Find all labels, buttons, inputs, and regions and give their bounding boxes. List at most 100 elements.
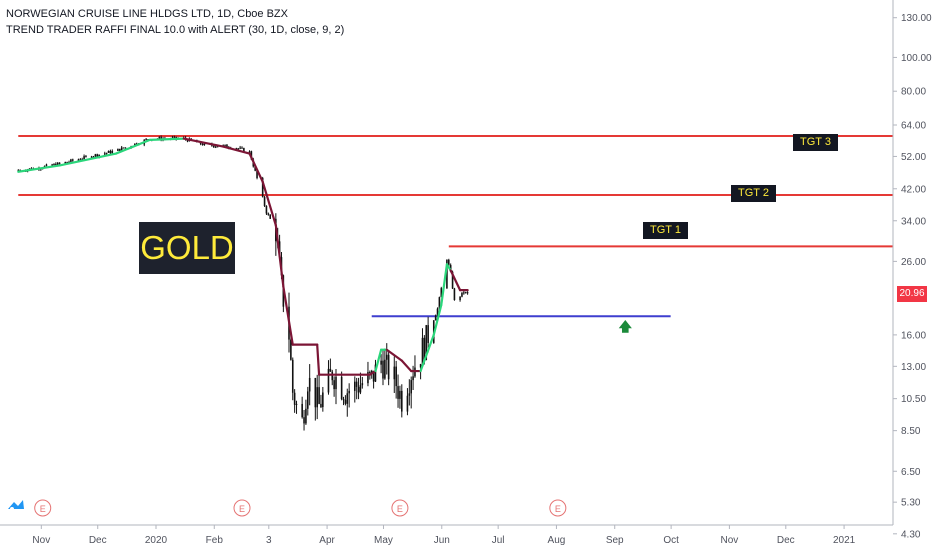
up-arrow-icon: 🡅 [618, 319, 632, 335]
y-tick-label: 8.50 [901, 426, 921, 437]
candle-body [380, 360, 382, 365]
candle-body [342, 399, 345, 401]
earnings-marker-label: E [40, 504, 46, 514]
candle-body [369, 372, 371, 374]
tgt1-label: TGT 1 [643, 222, 688, 239]
candle-body [466, 292, 469, 294]
candle-body [124, 147, 127, 149]
x-tick-label: Apr [319, 535, 335, 546]
candle-body [340, 376, 343, 400]
candle-body [226, 144, 228, 148]
earnings-marker-icon [391, 499, 409, 517]
candle-body [406, 395, 409, 412]
candle-body [397, 386, 399, 399]
candle-body [85, 156, 87, 158]
trend-segment-down [449, 269, 462, 292]
candle-body [77, 159, 80, 161]
candle-body [213, 145, 215, 148]
trend-segment-down [400, 359, 413, 373]
candle-body [322, 392, 324, 408]
candle-body [261, 178, 264, 197]
candle-body [70, 159, 72, 162]
earnings-marker-icon [34, 499, 52, 517]
candle-body [237, 148, 240, 150]
candle-body [464, 292, 467, 294]
candle-body [105, 152, 108, 154]
trend-segment-down [248, 152, 264, 183]
symbol-legend: NORWEGIAN CRUISE LINE HLDGS LTD, 1D, Cbo… [6, 8, 288, 20]
y-tick-label: 42.00 [901, 184, 926, 195]
candle-body [357, 386, 360, 393]
candle-body [333, 380, 335, 390]
candle-body [355, 381, 358, 387]
candle-body [241, 147, 243, 149]
candle-body [346, 393, 349, 404]
candle-body [265, 205, 268, 214]
candle-body [56, 162, 59, 167]
candle-body [256, 170, 258, 179]
trend-segment-up [419, 333, 435, 373]
indicator-legend: TREND TRADER RAFFI FINAL 10.0 with ALERT… [6, 24, 345, 36]
candle-body [203, 143, 206, 146]
trend-segment-up [58, 152, 118, 167]
x-tick-label: Dec [777, 535, 795, 546]
candle-body [425, 325, 428, 360]
candle-body [440, 288, 443, 298]
x-tick-label: Oct [663, 535, 679, 546]
candle-body [301, 403, 303, 418]
candle-body [267, 213, 270, 215]
y-tick-label: 4.30 [901, 529, 921, 540]
candle-body [419, 364, 422, 368]
trend-segment-down [222, 145, 251, 155]
candle-body [201, 143, 204, 146]
candle-body [303, 417, 305, 424]
trend-segment-up [374, 348, 383, 373]
y-tick-label: 100.00 [901, 53, 932, 64]
candle-body [98, 154, 100, 157]
candle-body [359, 385, 362, 393]
trend-segment-down [261, 180, 277, 227]
earnings-marker-icon [549, 499, 567, 517]
candle-body [239, 147, 241, 149]
x-tick-label: Nov [32, 535, 50, 546]
candle-body [243, 148, 245, 152]
candle-body [305, 408, 307, 424]
y-tick-label: 5.30 [901, 498, 921, 509]
trend-segment-down [316, 343, 321, 376]
trend-segment-up [445, 263, 452, 272]
candle-body [293, 392, 296, 405]
tgt3-label: TGT 3 [793, 134, 838, 151]
candle-body [94, 154, 97, 157]
candle-body [370, 370, 373, 373]
y-tick-label: 10.50 [901, 394, 926, 405]
y-tick-label: 16.00 [901, 330, 926, 341]
candle-body [269, 214, 271, 219]
candle-body [122, 147, 125, 149]
candle-body [103, 153, 106, 155]
candle-body [58, 162, 61, 164]
candle-body [248, 151, 251, 153]
candle-body [374, 364, 377, 382]
candle-body [90, 156, 93, 158]
candle-body [134, 143, 136, 146]
candle-body [318, 387, 320, 404]
candle-body [216, 146, 219, 148]
x-tick-label: Dec [89, 535, 107, 546]
candle-body [327, 368, 330, 393]
candle-body [434, 315, 437, 321]
trend-segment-up [148, 137, 185, 142]
candle-body [387, 354, 390, 380]
earnings-marker-label: E [239, 504, 245, 514]
tradingview-logo-icon[interactable] [5, 494, 27, 516]
trend-segment-up [432, 303, 443, 336]
x-tick-label: May [374, 535, 393, 546]
candle-body [384, 359, 386, 379]
candle-body [254, 166, 256, 171]
earnings-marker-label: E [397, 504, 403, 514]
trend-segment-down [282, 285, 294, 346]
candle-body [307, 391, 309, 409]
candle-body [372, 370, 375, 382]
candle-body [408, 393, 411, 396]
candle-body [401, 390, 403, 412]
